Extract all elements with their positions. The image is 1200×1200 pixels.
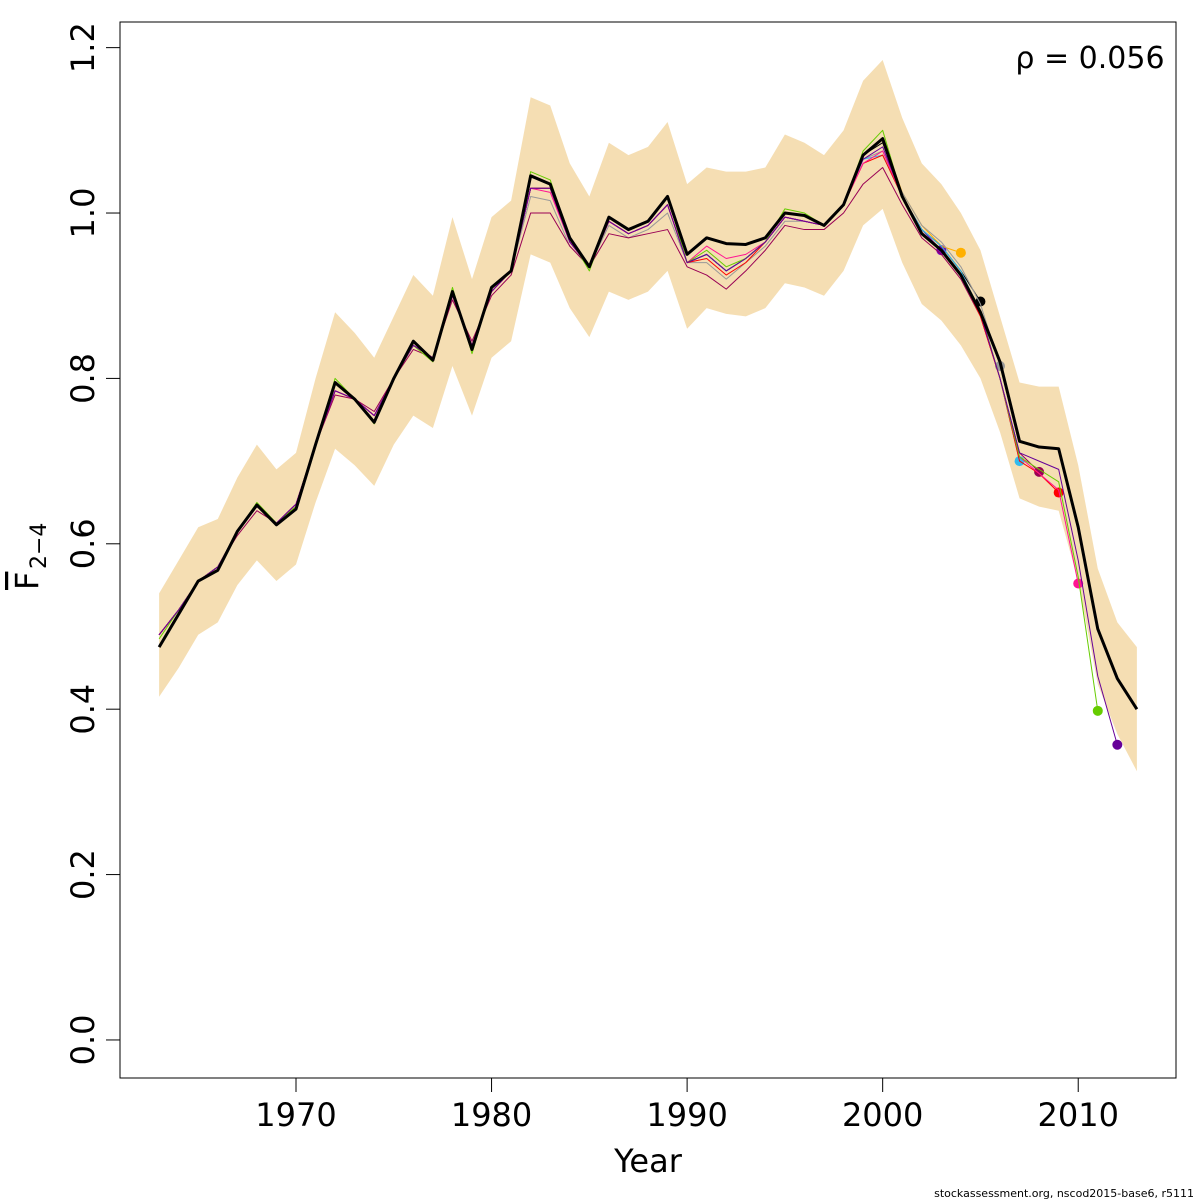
series-endpoint	[1112, 739, 1123, 750]
y-tick-label: 0.2	[64, 849, 102, 900]
confidence-band	[159, 60, 1137, 772]
y-axis-label: F 2−4	[8, 523, 52, 590]
y-tick-label: 0.0	[64, 1015, 102, 1066]
x-tick-label: 2000	[842, 1096, 923, 1134]
x-tick-label: 1980	[451, 1096, 532, 1134]
y-tick-label: 1.0	[64, 188, 102, 239]
annotation: ρ = 0.056	[1015, 41, 1164, 76]
series-endpoint	[955, 247, 966, 258]
y-tick-label: 0.4	[64, 684, 102, 735]
y-tick-label: 0.6	[64, 518, 102, 569]
series-endpoint	[1053, 487, 1064, 498]
y-axis-label-sub: 2−4	[27, 523, 52, 569]
series-endpoint	[1034, 466, 1045, 477]
x-tick-label: 1970	[255, 1096, 336, 1134]
y-tick-label: 0.8	[64, 353, 102, 404]
y-tick-label: 1.2	[64, 22, 102, 73]
y-axis-label-main: F	[8, 572, 46, 590]
series-endpoint	[1073, 578, 1084, 589]
x-axis-label: Year	[613, 1142, 683, 1180]
x-tick-label: 2010	[1038, 1096, 1119, 1134]
footer: stockassessment.org, nscod2015-base6, r5…	[934, 1187, 1194, 1200]
series-endpoint	[1092, 705, 1103, 716]
series-line	[157, 137, 1139, 710]
x-tick-label: 1990	[646, 1096, 727, 1134]
